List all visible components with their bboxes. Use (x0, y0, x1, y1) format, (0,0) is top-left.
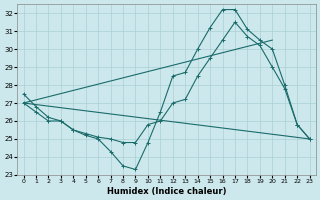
X-axis label: Humidex (Indice chaleur): Humidex (Indice chaleur) (107, 187, 226, 196)
